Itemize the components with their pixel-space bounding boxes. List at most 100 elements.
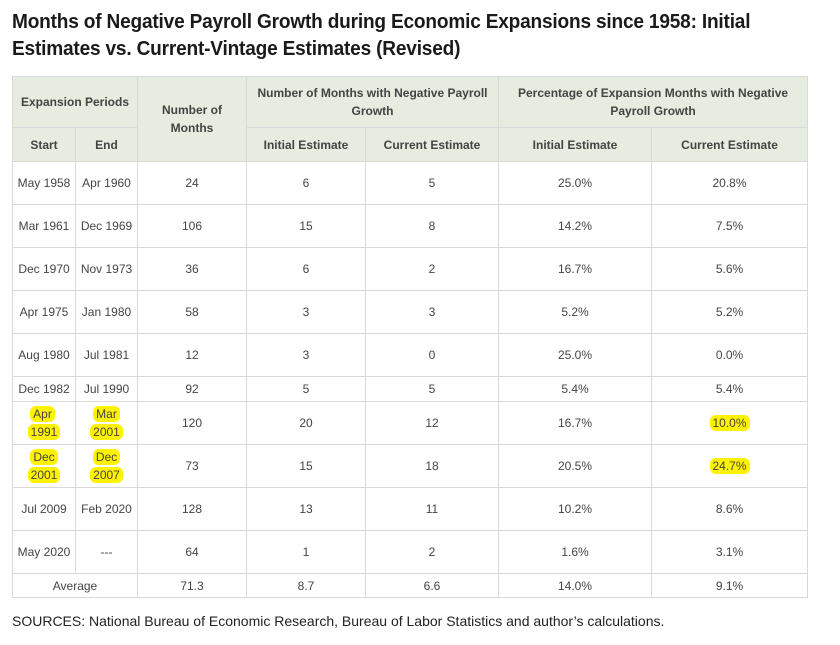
cell-neg-initial: 13 — [246, 487, 366, 531]
table-row: May 2020 --- 64 1 2 1.6% 3.1% — [12, 530, 809, 574]
cell-neg-current: 5 — [364, 376, 500, 402]
cell-start: Dec 1982 — [12, 376, 76, 402]
table-row: Dec 1970 Nov 1973 36 6 2 16.7% 5.6% — [12, 247, 809, 291]
cell-pct-current: 3.1% — [651, 530, 809, 574]
cell-end: Jul 1981 — [75, 333, 138, 377]
cell-neg-initial: 3 — [246, 333, 366, 377]
header-neg-initial: Initial Estimate — [246, 127, 366, 162]
cell-neg-current: 2 — [364, 530, 500, 574]
cell-start: Apr 1975 — [12, 290, 76, 334]
table-row: Aug 1980 Jul 1981 12 3 0 25.0% 0.0% — [12, 333, 809, 377]
highlight-mark: Apr 1991 — [27, 406, 61, 440]
header-neg-current: Current Estimate — [364, 127, 500, 162]
cell-pct-current: 24.7% — [651, 444, 809, 488]
cell-neg-current: 8 — [364, 204, 500, 248]
cell-months: 92 — [137, 376, 247, 402]
table-row: Dec 1982 Jul 1990 92 5 5 5.4% 5.4% — [12, 376, 809, 402]
cell-start: Dec 1970 — [12, 247, 76, 291]
cell-neg-current: 12 — [364, 401, 500, 445]
title-line-1: Months of Negative Payroll Growth during… — [12, 10, 751, 33]
highlight-mark: 10.0% — [709, 415, 750, 431]
cell-months: 12 — [137, 333, 247, 377]
cell-neg-current: 2 — [364, 247, 500, 291]
cell-months: 73 — [137, 444, 247, 488]
header-pct-group: Percentage of Expansion Months with Nega… — [498, 76, 809, 128]
cell-pct-current: 8.6% — [651, 487, 809, 531]
header-neg-months-group: Number of Months with Negative Payroll G… — [245, 76, 500, 128]
cell-end: Dec 2007 — [75, 444, 138, 488]
cell-neg-initial: 15 — [246, 444, 366, 488]
cell-neg-current: 0 — [364, 333, 500, 377]
cell-neg-current: 3 — [364, 290, 500, 334]
table-row: Apr 1991 Mar 2001 120 20 12 16.7% 10.0% — [12, 401, 809, 445]
highlight-mark: Dec 2007 — [90, 449, 123, 483]
cell-pct-current: 0.0% — [651, 333, 809, 377]
table-row: Mar 1961 Dec 1969 106 15 8 14.2% 7.5% — [12, 204, 809, 248]
cell-months: 24 — [137, 161, 247, 205]
header-expansion-periods: Expansion Periods — [12, 76, 138, 128]
cell-pct-initial: 16.7% — [498, 247, 653, 291]
header-end: End — [75, 127, 138, 162]
table-row: Jul 2009 Feb 2020 128 13 11 10.2% 8.6% — [12, 487, 809, 531]
cell-start: Jul 2009 — [12, 487, 76, 531]
cell-pct-initial: 25.0% — [498, 333, 653, 377]
cell-months: 128 — [137, 487, 247, 531]
cell-neg-current: 11 — [364, 487, 500, 531]
cell-pct-initial: 5.4% — [498, 376, 653, 402]
header-start: Start — [12, 127, 76, 162]
cell-end: --- — [75, 530, 138, 574]
header-pct-initial: Initial Estimate — [498, 127, 653, 162]
cell-pct-initial: 25.0% — [498, 161, 653, 205]
cell-start: Dec 2001 — [12, 444, 76, 488]
cell-pct-current: 7.5% — [651, 204, 809, 248]
cell-neg-initial: 5 — [246, 376, 366, 402]
cell-pct-initial: 5.2% — [498, 290, 653, 334]
cell-neg-current: 18 — [364, 444, 500, 488]
cell-pct-current: 9.1% — [651, 573, 809, 598]
cell-pct-current: 5.6% — [651, 247, 809, 291]
cell-pct-initial: 14.0% — [498, 573, 653, 598]
cell-end: Feb 2020 — [75, 487, 138, 531]
cell-neg-initial: 1 — [246, 530, 366, 574]
cell-pct-current: 10.0% — [651, 401, 809, 445]
payroll-table: Expansion Periods Number of Months Numbe… — [12, 76, 809, 598]
highlight-mark: Mar 2001 — [90, 406, 123, 440]
cell-pct-current: 5.4% — [651, 376, 809, 402]
cell-months: 106 — [137, 204, 247, 248]
cell-start: May 2020 — [12, 530, 76, 574]
cell-end: Dec 1969 — [75, 204, 138, 248]
cell-start: Apr 1991 — [12, 401, 76, 445]
cell-average-label: Average — [12, 573, 138, 598]
cell-months: 64 — [137, 530, 247, 574]
cell-neg-initial: 8.7 — [246, 573, 366, 598]
cell-neg-current: 5 — [364, 161, 500, 205]
cell-neg-initial: 20 — [246, 401, 366, 445]
cell-months: 71.3 — [137, 573, 247, 598]
cell-pct-initial: 16.7% — [498, 401, 653, 445]
cell-pct-initial: 10.2% — [498, 487, 653, 531]
header-number-of-months: Number of Months — [137, 76, 247, 162]
cell-neg-initial: 15 — [246, 204, 366, 248]
cell-start: Mar 1961 — [12, 204, 76, 248]
cell-pct-current: 5.2% — [651, 290, 809, 334]
highlight-mark: Dec 2001 — [27, 449, 61, 483]
source-note: SOURCES: National Bureau of Economic Res… — [12, 613, 665, 629]
cell-end: Mar 2001 — [75, 401, 138, 445]
cell-pct-initial: 1.6% — [498, 530, 653, 574]
cell-months: 36 — [137, 247, 247, 291]
cell-pct-initial: 14.2% — [498, 204, 653, 248]
table-row: May 1958 Apr 1960 24 6 5 25.0% 20.8% — [12, 161, 809, 205]
highlight-mark: 24.7% — [709, 458, 750, 474]
cell-neg-current: 6.6 — [364, 573, 500, 598]
cell-pct-initial: 20.5% — [498, 444, 653, 488]
cell-end: Nov 1973 — [75, 247, 138, 291]
average-row: Average 71.3 8.7 6.6 14.0% 9.1% — [12, 573, 809, 598]
page-title: Months of Negative Payroll Growth during… — [12, 8, 756, 62]
cell-end: Apr 1960 — [75, 161, 138, 205]
cell-end: Jul 1990 — [75, 376, 138, 402]
cell-end: Jan 1980 — [75, 290, 138, 334]
table-row: Apr 1975 Jan 1980 58 3 3 5.2% 5.2% — [12, 290, 809, 334]
cell-neg-initial: 6 — [246, 247, 366, 291]
header-pct-current: Current Estimate — [651, 127, 809, 162]
cell-neg-initial: 6 — [246, 161, 366, 205]
